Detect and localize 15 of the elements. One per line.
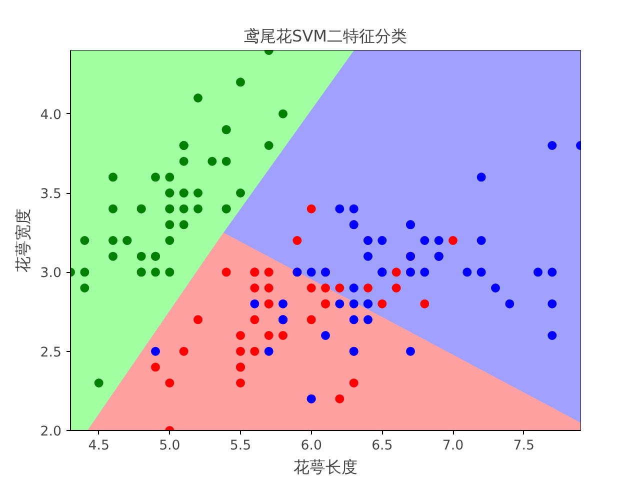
x-axis-title: 花萼长度 [294,458,358,476]
y-tick-label: 2.5 [40,345,62,360]
x-tick-label: 7.5 [513,438,534,454]
y-tick-label: 3.0 [40,266,62,282]
chart-title: 鸢尾花SVM二特征分类 [244,26,407,46]
x-tick-label: 5.0 [159,438,180,454]
x-tick-label: 6.0 [300,438,322,454]
y-tick-label: 2.0 [40,424,62,440]
x-tick-label: 7.0 [442,438,464,454]
x-tick-label: 5.5 [230,438,252,454]
x-tick-label: 6.5 [372,438,393,454]
y-axis-title: 花萼宽度 [13,208,32,272]
y-tick-label: 3.5 [40,187,62,202]
y-tick-label: 4.0 [40,108,62,123]
x-tick-label: 4.5 [88,438,110,454]
